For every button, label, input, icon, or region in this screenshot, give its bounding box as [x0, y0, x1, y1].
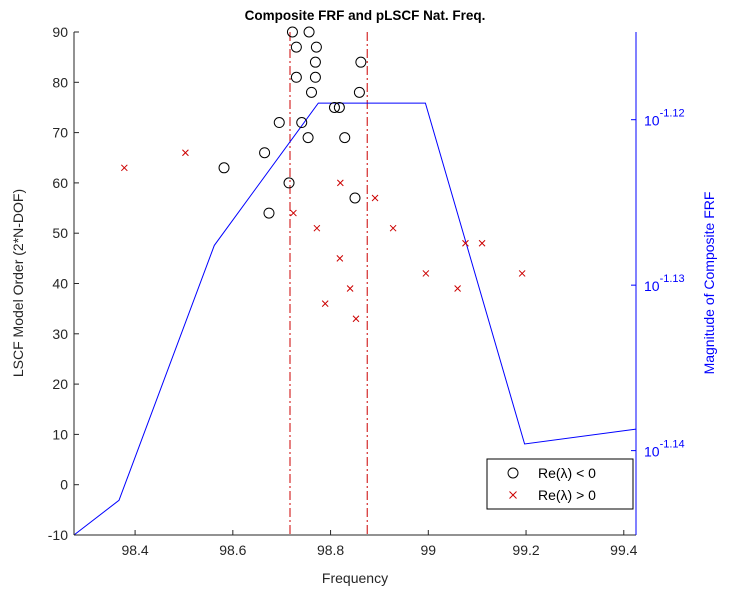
y-tick-label-left: 60 [52, 175, 68, 191]
circle-marker [328, 101, 340, 113]
x-marker-stroke [518, 270, 526, 277]
x-marker [346, 285, 354, 292]
y-tick-label-right: 10-1.13 [644, 273, 685, 294]
circle-marker [296, 117, 308, 129]
x-marker-stroke [462, 239, 469, 247]
x-marker [290, 209, 297, 217]
x-tick-label: 98.6 [219, 542, 246, 558]
stability-markers [120, 26, 526, 323]
x-marker [518, 270, 526, 277]
chart-title: Composite FRF and pLSCF Nat. Freq. [245, 8, 486, 23]
x-marker [336, 254, 344, 262]
circle-marker [306, 86, 318, 98]
y-tick-label-left: -10 [48, 527, 68, 543]
legend: Re(λ) < 0 Re(λ) > 0 [486, 458, 634, 510]
axes: 98.4 98.6 98.8 99 99.2 99.4 -10 0 10 20 30 40 50 60 70… [48, 24, 685, 558]
x-marker [462, 239, 469, 247]
y-tick-label-left: 80 [52, 74, 68, 90]
circle-marker [349, 192, 361, 204]
circle-marker [273, 117, 285, 129]
legend-label-positive: Re(λ) > 0 [538, 487, 596, 503]
circle-marker [333, 101, 345, 113]
x-marker [422, 270, 430, 277]
x-tick-label: 99.2 [512, 542, 539, 558]
y-tick-label-left: 20 [52, 376, 68, 392]
legend-marker-x [509, 491, 517, 499]
y-tick-label-right: 10-1.14 [644, 439, 685, 460]
y-tick-label-left: 10 [52, 426, 68, 442]
x-marker [352, 315, 360, 323]
x-marker [454, 285, 461, 292]
circle-marker [290, 41, 302, 53]
composite-frf-line [73, 102, 637, 536]
circle-marker [309, 56, 321, 68]
frf-polyline [73, 102, 637, 536]
circle-marker [218, 162, 230, 174]
circle-marker [302, 132, 314, 144]
circle-marker [309, 71, 321, 83]
x-marker-stroke [290, 209, 297, 217]
circle-marker [353, 86, 365, 98]
y-tick-label-left: 90 [52, 24, 68, 40]
x-marker [389, 224, 397, 232]
x-marker-stroke [478, 239, 486, 247]
circle-marker [303, 26, 315, 38]
x-marker [371, 194, 379, 202]
circle-marker [263, 207, 275, 219]
legend-marker-circle [507, 467, 519, 479]
x-marker-stroke [336, 254, 344, 262]
circle-marker [286, 26, 298, 38]
x-marker-stroke [182, 149, 189, 157]
x-marker [478, 239, 486, 247]
y-axis-left-title: LSCF Model Order (2*N-DOF) [10, 189, 26, 377]
y-tick-label-left: 40 [52, 276, 68, 292]
y-axis-right-title: Magnitude of Composite FRF [701, 192, 717, 375]
circle-marker [283, 177, 295, 189]
x-marker [336, 179, 344, 187]
x-tick-label: 99.4 [610, 542, 637, 558]
circle-marker [355, 56, 367, 68]
y-tick-label-left: 0 [60, 477, 68, 493]
x-tick-label: 99 [421, 542, 437, 558]
y-tick-label-left: 70 [52, 125, 68, 141]
circle-marker [259, 147, 271, 159]
legend-label-negative: Re(λ) < 0 [538, 465, 596, 481]
circle-marker [290, 71, 302, 83]
x-marker-stroke [336, 179, 344, 187]
x-marker-stroke [422, 270, 430, 277]
circle-marker [310, 41, 322, 53]
y-tick-label-right: 10-1.12 [644, 108, 685, 129]
y-tick-label-left: 30 [52, 326, 68, 342]
natural-frequency-lines [289, 32, 368, 535]
legend-box [486, 458, 634, 510]
x-tick-label: 98.8 [317, 542, 344, 558]
x-marker-stroke [352, 315, 360, 323]
x-marker-stroke [346, 285, 354, 292]
x-marker-stroke [454, 285, 461, 292]
y-tick-label-left: 50 [52, 225, 68, 241]
x-marker-stroke [313, 224, 321, 232]
x-marker [321, 300, 329, 307]
x-axis-title: Frequency [322, 570, 388, 586]
x-marker-stroke [321, 300, 329, 307]
x-marker [120, 164, 128, 172]
plot-area [74, 32, 636, 535]
x-marker [182, 149, 189, 157]
x-marker-stroke [389, 224, 397, 232]
x-marker-stroke [371, 194, 379, 202]
plot-background [74, 32, 636, 535]
x-marker-stroke [120, 164, 128, 172]
x-tick-label: 98.4 [121, 542, 148, 558]
x-marker [313, 224, 321, 232]
circle-marker [339, 132, 351, 144]
